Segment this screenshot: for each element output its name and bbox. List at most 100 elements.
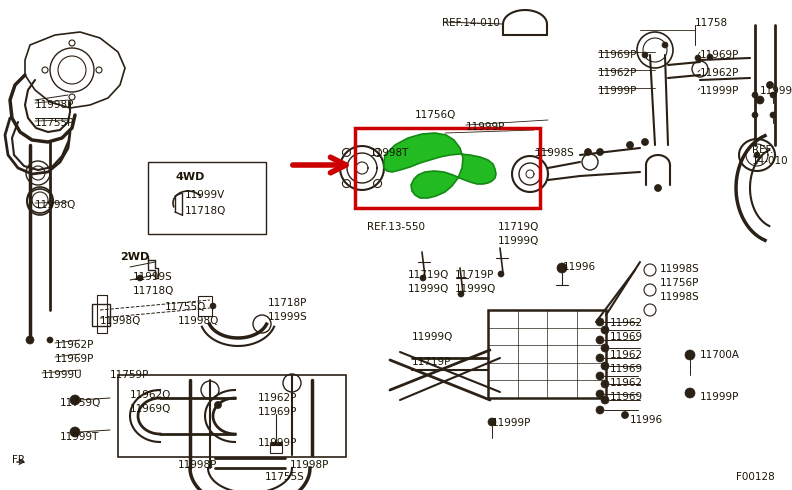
Bar	[488, 310, 606, 398]
Bar	[198, 296, 212, 316]
Text: 11999U: 11999U	[42, 370, 82, 380]
Circle shape	[458, 291, 464, 297]
Text: 11719Q: 11719Q	[408, 270, 449, 280]
Circle shape	[596, 336, 604, 344]
Circle shape	[498, 271, 504, 277]
Text: 11999S: 11999S	[268, 312, 308, 322]
Text: 11998S: 11998S	[660, 292, 700, 302]
Circle shape	[695, 55, 701, 61]
Bar	[97, 295, 107, 333]
Text: 2WD: 2WD	[120, 252, 149, 262]
Text: 11999V: 11999V	[185, 190, 225, 200]
Text: 11999P: 11999P	[258, 438, 297, 448]
Circle shape	[596, 318, 604, 326]
Text: 4WD: 4WD	[175, 172, 204, 182]
Text: 11998P: 11998P	[290, 460, 329, 470]
Text: 11999Q: 11999Q	[498, 236, 539, 246]
Text: 11719Q: 11719Q	[498, 222, 539, 232]
Circle shape	[654, 185, 661, 192]
Text: REF.14-010: REF.14-010	[442, 18, 500, 28]
Text: 11999P: 11999P	[598, 86, 638, 96]
Circle shape	[601, 362, 609, 370]
Circle shape	[752, 92, 758, 98]
Circle shape	[70, 395, 80, 405]
Text: 11700A: 11700A	[700, 350, 740, 360]
Circle shape	[601, 380, 609, 388]
Text: 11718Q: 11718Q	[185, 206, 227, 216]
Text: 11999P: 11999P	[760, 86, 792, 96]
Polygon shape	[384, 133, 496, 198]
Text: 11999P: 11999P	[466, 122, 505, 132]
Circle shape	[767, 81, 774, 89]
Circle shape	[622, 412, 629, 418]
Circle shape	[685, 388, 695, 398]
Text: 11998Q: 11998Q	[100, 316, 142, 326]
Bar	[270, 442, 282, 445]
Text: 11962P: 11962P	[598, 68, 638, 78]
Text: 11755S: 11755S	[265, 472, 305, 482]
Text: 11755P: 11755P	[35, 118, 74, 128]
Circle shape	[70, 427, 80, 437]
Bar	[270, 445, 282, 453]
Text: 11962: 11962	[610, 378, 643, 388]
Text: 11998S: 11998S	[660, 264, 700, 274]
Text: 11962: 11962	[610, 318, 643, 328]
Text: 11759P: 11759P	[110, 370, 150, 380]
Circle shape	[601, 396, 609, 404]
Circle shape	[26, 336, 34, 344]
Text: 11969: 11969	[610, 364, 643, 374]
Text: 11962P: 11962P	[258, 393, 297, 403]
Circle shape	[210, 303, 216, 309]
Text: 11998Q: 11998Q	[178, 316, 219, 326]
Text: 11999P: 11999P	[492, 418, 531, 428]
Circle shape	[584, 148, 592, 155]
Text: 11759Q: 11759Q	[60, 398, 101, 408]
Circle shape	[557, 263, 567, 273]
Bar	[92, 304, 110, 326]
Text: 14-010: 14-010	[752, 156, 789, 166]
Text: 11969P: 11969P	[700, 50, 740, 60]
Text: 11996: 11996	[563, 262, 596, 272]
Circle shape	[756, 96, 764, 104]
Text: 11718Q: 11718Q	[133, 286, 174, 296]
Text: 11999P: 11999P	[700, 392, 740, 402]
Circle shape	[47, 337, 53, 343]
Circle shape	[662, 42, 668, 48]
Circle shape	[596, 390, 604, 398]
Circle shape	[770, 112, 776, 118]
Text: 11755Q: 11755Q	[165, 302, 207, 312]
Circle shape	[601, 344, 609, 352]
Circle shape	[685, 350, 695, 360]
Text: 11999Q: 11999Q	[408, 284, 449, 294]
Text: 11756P: 11756P	[660, 278, 699, 288]
Text: 11969P: 11969P	[598, 50, 638, 60]
Text: 11999T: 11999T	[60, 432, 99, 442]
Text: 11969: 11969	[610, 392, 643, 402]
Circle shape	[596, 406, 604, 414]
Bar	[355, 128, 540, 208]
Text: 11969: 11969	[610, 332, 643, 342]
Bar	[148, 162, 266, 234]
Circle shape	[770, 92, 776, 98]
Text: F00128: F00128	[736, 472, 775, 482]
Text: 11999Q: 11999Q	[412, 332, 453, 342]
Text: REF.13-550: REF.13-550	[367, 222, 425, 232]
Circle shape	[420, 275, 426, 281]
Text: 11999S: 11999S	[133, 272, 173, 282]
Text: 11996: 11996	[630, 415, 663, 425]
Text: 11998P: 11998P	[35, 100, 74, 110]
Circle shape	[754, 152, 760, 158]
Text: 11998Q: 11998Q	[35, 200, 76, 210]
Circle shape	[596, 372, 604, 380]
Text: 11718P: 11718P	[268, 298, 307, 308]
Text: 11999P: 11999P	[700, 86, 740, 96]
Circle shape	[626, 142, 634, 148]
Text: FR: FR	[12, 455, 25, 465]
Text: 11962: 11962	[610, 350, 643, 360]
Circle shape	[215, 401, 222, 409]
Circle shape	[488, 418, 496, 426]
Text: REF.: REF.	[752, 145, 773, 155]
Text: 11969P: 11969P	[55, 354, 94, 364]
Text: 11758: 11758	[695, 18, 728, 28]
Circle shape	[596, 354, 604, 362]
